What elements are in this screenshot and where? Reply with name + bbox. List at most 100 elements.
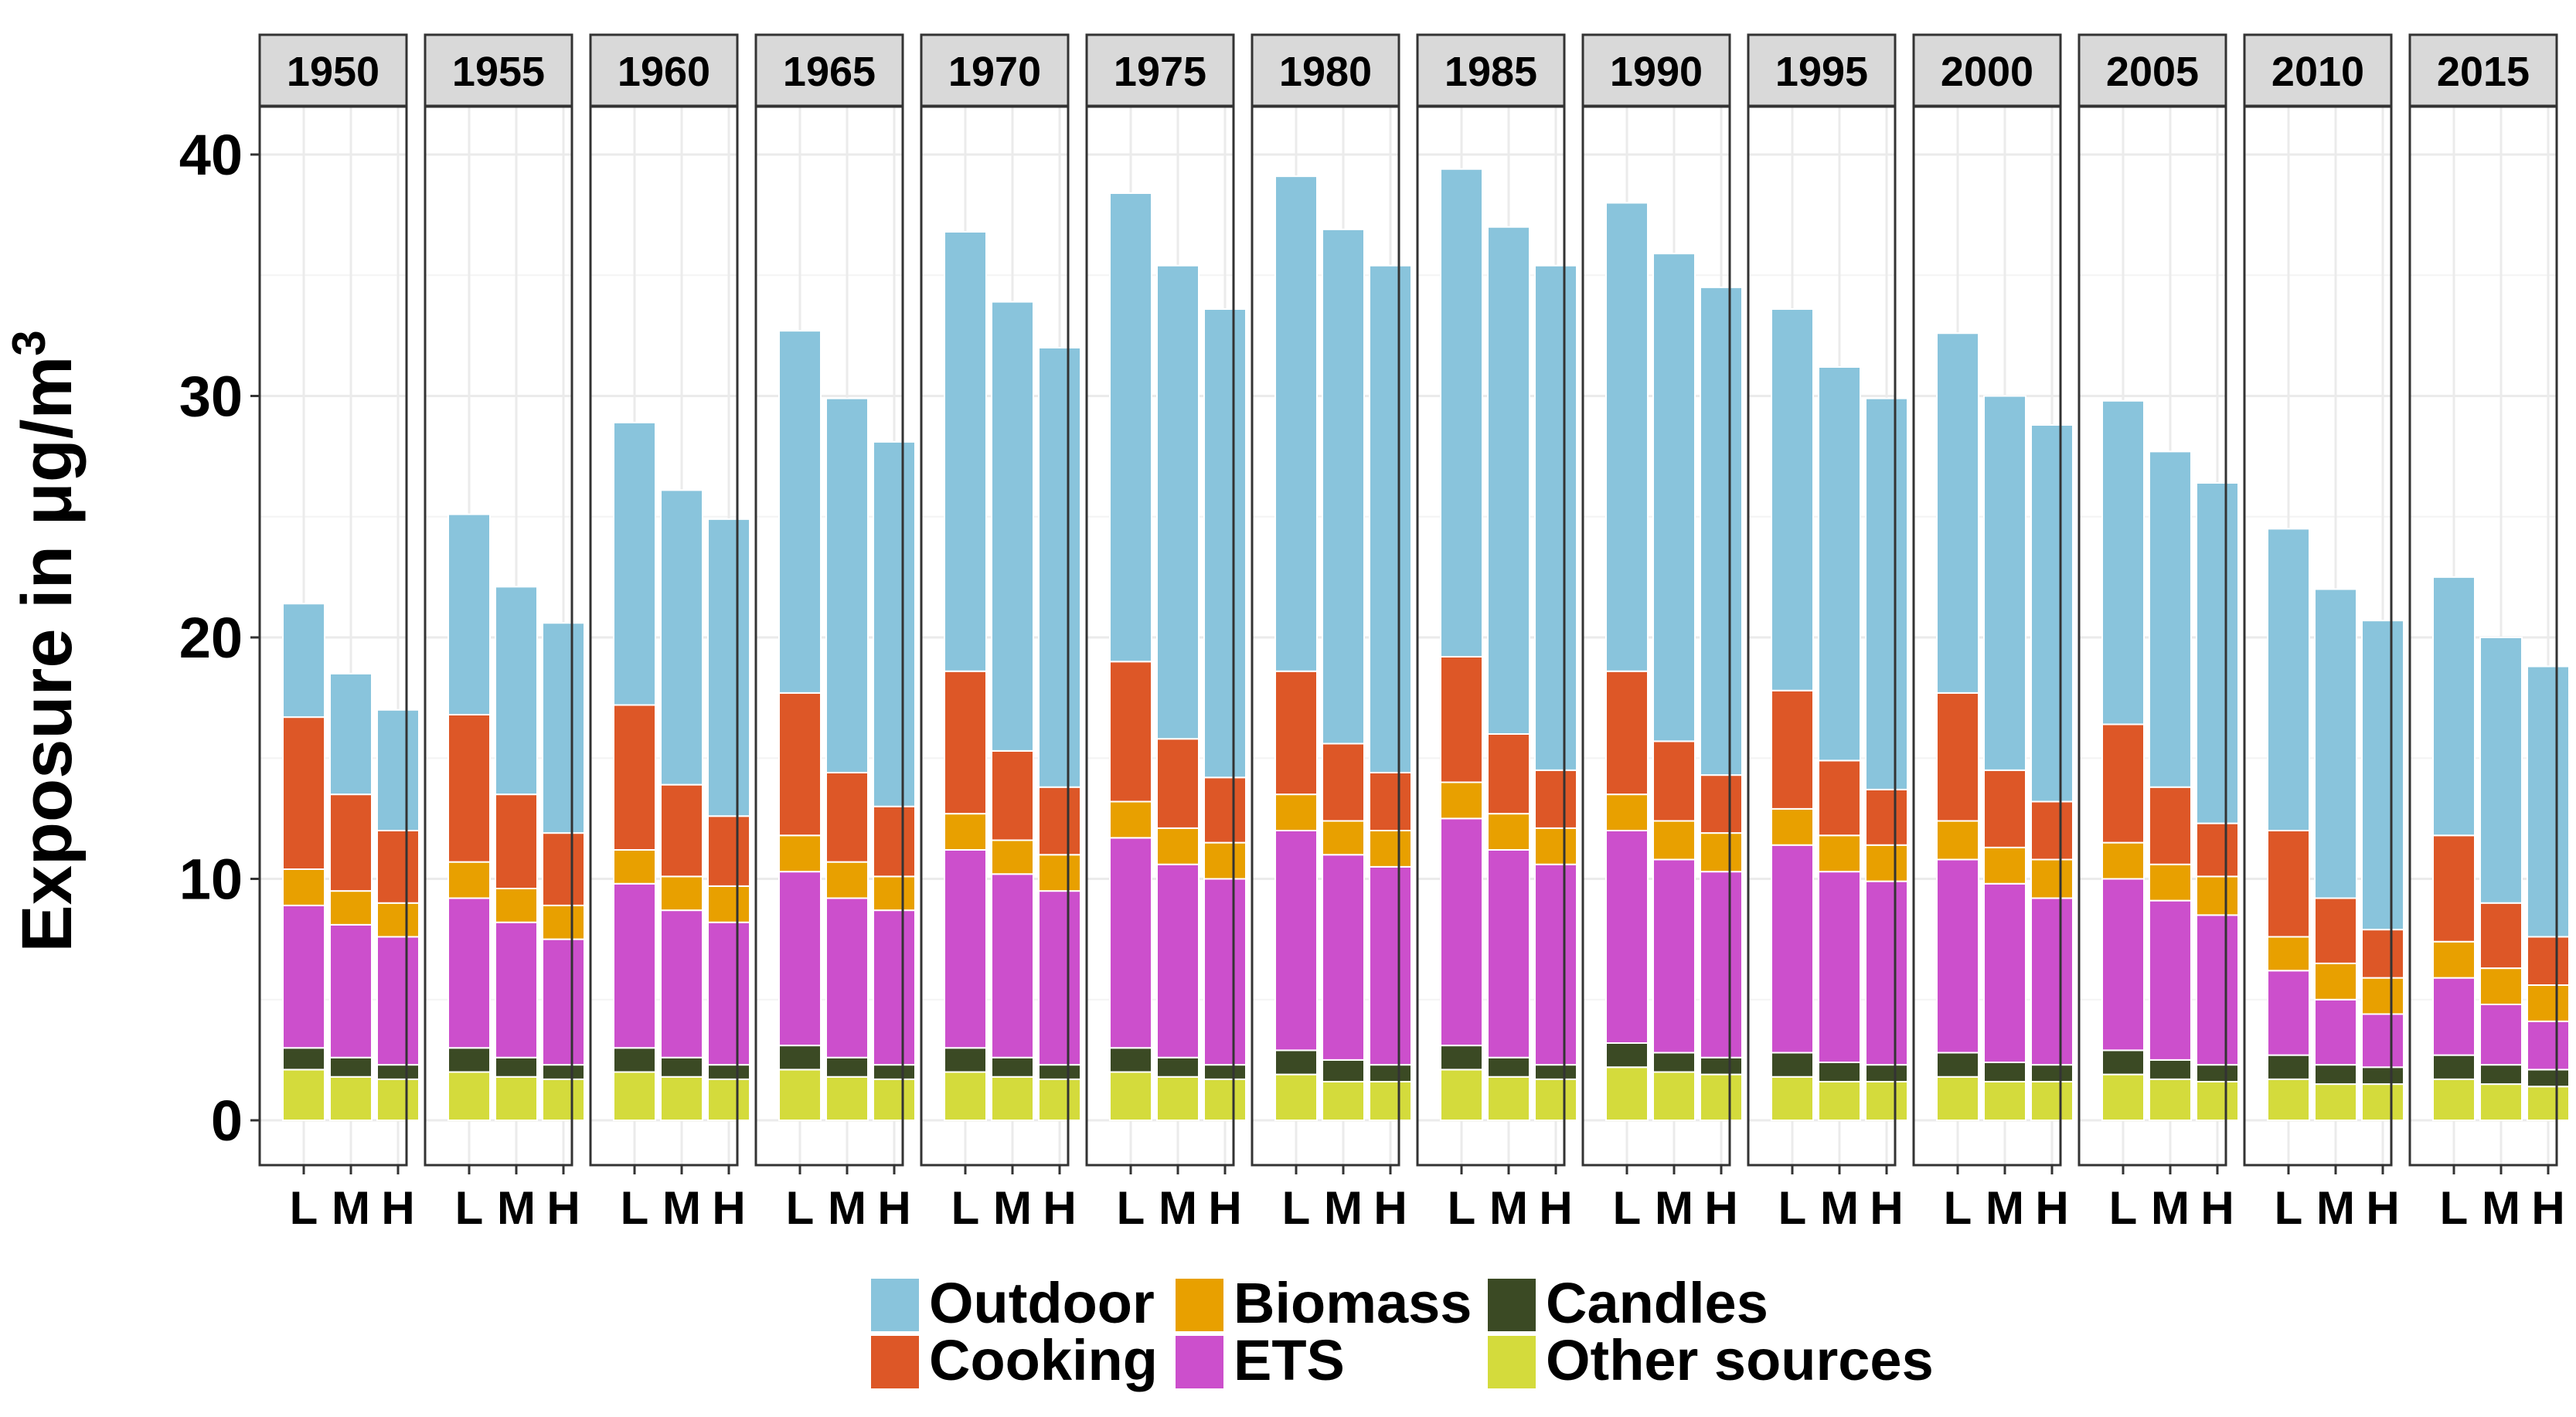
bar-segment-candles-1960-L [613,1047,656,1073]
bar-segment-other-sources-1995-M [1818,1081,1861,1121]
facet-strip [920,33,1070,107]
y-tick-label: 40 [179,123,243,187]
bar-segment-ets-1995-H [1865,880,1908,1066]
bar-segment-ets-1970-H [1038,890,1081,1066]
bar-segment-cooking-1975-M [1156,738,1200,829]
bar-segment-outdoor-1985-M [1487,226,1530,735]
bar-segment-biomass-1955-L [447,861,491,899]
y-axis-title-main: Exposure in μg/m [8,356,87,953]
bar-segment-ets-1965-L [778,871,822,1047]
x-tick-label-L: L [1613,1182,1642,1234]
x-tick-label-L: L [1282,1182,1311,1234]
bar-segment-outdoor-2015-M [2479,637,2523,904]
bar-segment-ets-2005-M [2149,899,2192,1061]
bar-segment-ets-2015-M [2479,1004,2523,1066]
bar-segment-outdoor-1980-M [1322,228,1365,745]
bar-segment-cooking-1990-M [1652,740,1696,822]
bar-segment-candles-1955-M [495,1056,538,1078]
bar-segment-cooking-1985-H [1534,769,1577,829]
facet-panel-2010: L M H 2010 [2243,33,2404,1234]
bar-segment-ets-2000-L [1936,858,1979,1054]
x-tick-label-M: M [2151,1182,2190,1234]
bar-segment-candles-1975-L [1109,1047,1152,1073]
bar-segment-biomass-1955-H [542,904,585,940]
bar-segment-cooking-1960-H [707,815,750,887]
bar-segment-candles-1975-H [1203,1064,1247,1080]
facet-panel-1970: L M H 1970 [920,33,1081,1234]
bar-segment-ets-1980-L [1274,830,1318,1052]
facet-strip [2243,33,2393,107]
bar-segment-other-sources-1950-H [376,1078,420,1121]
facet-strip [754,33,904,107]
facet-strip-label: 1955 [452,49,545,95]
x-tick-label-L: L [1448,1182,1476,1234]
bar-segment-candles-1995-M [1818,1062,1861,1082]
bar-segment-outdoor-2015-H [2527,665,2570,938]
bar-segment-other-sources-1950-L [282,1069,325,1121]
bar-segment-outdoor-1995-L [1771,308,1814,692]
bar-segment-ets-2010-H [2361,1013,2404,1069]
legend-swatch [1486,1277,1537,1333]
bar-segment-other-sources-2015-H [2527,1086,2570,1121]
bar-segment-ets-1975-H [1203,878,1247,1066]
facet-strip-label: 2000 [1941,49,2033,95]
bar-segment-outdoor-1990-L [1605,202,1649,672]
bar-segment-biomass-1980-H [1369,830,1412,868]
bar-segment-outdoor-1950-L [282,603,325,719]
facet-panel-2015: L M H 2015 [2408,33,2570,1234]
facet-panel-1960: L M H 1960 [589,33,750,1234]
facet-panel-1990: L M H 1990 [1581,33,1743,1234]
bar-segment-candles-1975-M [1156,1056,1200,1078]
bar-segment-other-sources-2005-L [2101,1073,2145,1121]
bar-segment-biomass-1995-H [1865,844,1908,882]
bar-segment-ets-1995-M [1818,871,1861,1063]
facet-panel-1985: L M H 1985 [1416,33,1577,1234]
bar-segment-ets-2010-M [2314,998,2357,1066]
x-tick-label-H: H [877,1182,910,1234]
x-tick-label-H: H [2531,1182,2564,1234]
bar-segment-candles-2010-L [2267,1054,2310,1080]
bar-segment-outdoor-1955-L [447,513,491,715]
bar-segment-cooking-2010-L [2267,830,2310,938]
bar-segment-ets-1990-M [1652,858,1696,1054]
facet-strip-label: 1980 [1279,49,1372,95]
bar-segment-ets-1970-L [944,849,987,1049]
bar-segment-cooking-1980-L [1274,670,1318,796]
bar-segment-candles-1950-H [376,1064,420,1080]
bar-segment-other-sources-1975-H [1203,1078,1247,1121]
bar-segment-biomass-1995-M [1818,834,1861,873]
facet-panel-1950: L M H 1950 [258,33,420,1234]
bar-segment-other-sources-1975-L [1109,1071,1152,1121]
y-tick-label: 10 [179,848,243,912]
bar-segment-candles-1970-H [1038,1064,1081,1080]
bar-segment-ets-1975-M [1156,863,1200,1059]
bar-segment-ets-1975-L [1109,837,1152,1049]
bar-segment-candles-1970-M [991,1056,1034,1078]
bar-segment-biomass-1975-L [1109,800,1152,839]
bar-segment-other-sources-1980-M [1322,1081,1365,1121]
bar-segment-outdoor-1975-M [1156,264,1200,740]
bar-segment-cooking-1950-H [376,830,420,904]
legend-item-cooking: Cooking [869,1328,1158,1392]
bar-segment-cooking-2010-H [2361,929,2404,979]
bar-segment-candles-1955-H [542,1064,585,1080]
bar-segment-other-sources-2000-L [1936,1075,1979,1121]
bar-segment-ets-1985-M [1487,849,1530,1059]
bar-segment-other-sources-2005-M [2149,1078,2192,1121]
bar-segment-biomass-1960-L [613,849,656,885]
bar-segment-ets-1960-L [613,882,656,1049]
facet-strip [1912,33,2062,107]
bar-segment-candles-1960-H [707,1064,750,1080]
bar-segment-other-sources-1955-M [495,1075,538,1121]
bar-segment-ets-1955-L [447,897,491,1049]
y-axis: 0 10 20 30 40 [179,123,260,1153]
x-tick-label-M: M [2482,1182,2520,1234]
bar-segment-other-sources-1955-H [542,1078,585,1121]
bar-segment-biomass-1990-L [1605,793,1649,831]
bar-segment-candles-1950-M [329,1056,373,1078]
bar-segment-other-sources-2010-H [2361,1083,2404,1121]
bar-segment-candles-1985-H [1534,1064,1577,1080]
bar-segment-candles-1980-M [1322,1059,1365,1082]
facet-strip [2408,33,2558,107]
bar-segment-candles-1950-L [282,1047,325,1071]
